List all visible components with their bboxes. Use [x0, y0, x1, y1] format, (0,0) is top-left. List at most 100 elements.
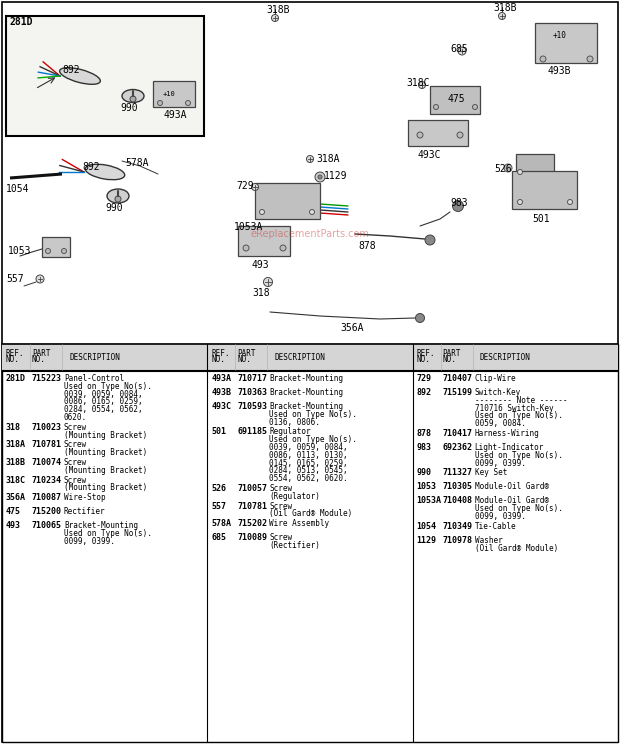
Text: Regulator: Regulator [269, 427, 311, 437]
Text: 878: 878 [358, 241, 376, 251]
Circle shape [280, 245, 286, 251]
Text: Bracket-Mounting: Bracket-Mounting [269, 374, 343, 383]
Text: 493: 493 [6, 522, 21, 530]
Circle shape [518, 170, 523, 175]
Text: 715223: 715223 [32, 374, 62, 383]
Text: 1129: 1129 [324, 171, 347, 181]
Text: 0059, 0084.: 0059, 0084. [475, 419, 526, 429]
Text: Used on Type No(s).: Used on Type No(s). [475, 451, 562, 460]
Text: Panel-Control: Panel-Control [64, 374, 124, 383]
Text: 318C: 318C [6, 475, 26, 484]
Text: 0284, 0513, 0545,: 0284, 0513, 0545, [269, 466, 348, 475]
Text: 501: 501 [211, 427, 226, 437]
Text: 493A: 493A [163, 110, 187, 120]
Circle shape [418, 82, 425, 89]
Text: 710234: 710234 [32, 475, 62, 484]
Text: 318B: 318B [6, 458, 26, 467]
Circle shape [252, 184, 259, 190]
Circle shape [587, 56, 593, 62]
Text: 1053A: 1053A [234, 222, 264, 232]
Circle shape [433, 104, 438, 109]
Text: 356A: 356A [6, 493, 26, 502]
Text: 1053: 1053 [8, 246, 32, 256]
Text: NO.: NO. [237, 356, 251, 365]
Circle shape [425, 235, 435, 245]
Text: 493A: 493A [211, 374, 231, 383]
Text: 710781: 710781 [32, 440, 62, 449]
Text: 1054: 1054 [6, 184, 30, 194]
Text: 983: 983 [450, 198, 467, 208]
Circle shape [130, 96, 136, 102]
Text: (Oil Gard® Module): (Oil Gard® Module) [269, 510, 353, 519]
Text: Used on Type No(s).: Used on Type No(s). [64, 382, 152, 391]
Circle shape [453, 200, 464, 211]
Text: 475: 475 [6, 507, 21, 516]
Text: 578A: 578A [125, 158, 149, 168]
Bar [430, 86, 480, 114]
Text: 983: 983 [417, 443, 432, 452]
Bar [207, 344, 413, 370]
Circle shape [318, 175, 322, 179]
Text: 710593: 710593 [237, 402, 267, 411]
Text: 318A: 318A [6, 440, 26, 449]
Text: 710978: 710978 [443, 536, 472, 545]
Text: 493C: 493C [211, 402, 231, 411]
Text: REF.: REF. [417, 348, 435, 358]
Text: 0099, 0399.: 0099, 0399. [64, 537, 115, 546]
Circle shape [260, 210, 265, 214]
Text: NO.: NO. [443, 356, 456, 365]
Text: 692362: 692362 [443, 443, 472, 452]
Text: REF.: REF. [6, 348, 25, 358]
Text: 0099, 0399.: 0099, 0399. [475, 458, 526, 467]
Text: Switch-Key: Switch-Key [475, 388, 521, 397]
Text: 710716 Switch-Key: 710716 Switch-Key [475, 403, 553, 413]
Text: 710057: 710057 [237, 484, 267, 493]
Text: Rectifier: Rectifier [64, 507, 105, 516]
Circle shape [272, 14, 278, 22]
Text: eReplacementParts.com: eReplacementParts.com [250, 229, 370, 239]
Bar [6, 16, 204, 136]
Text: Module-Oil Gard®: Module-Oil Gard® [475, 496, 549, 505]
Circle shape [306, 155, 314, 162]
Text: DESCRIPTION: DESCRIPTION [480, 353, 531, 362]
Circle shape [61, 248, 66, 254]
Text: 0099, 0399.: 0099, 0399. [475, 512, 526, 521]
Text: NO.: NO. [417, 356, 430, 365]
Text: Used on Type No(s).: Used on Type No(s). [269, 410, 357, 419]
Text: Screw: Screw [269, 501, 293, 510]
Text: Used on Type No(s).: Used on Type No(s). [64, 529, 152, 538]
Text: 710074: 710074 [32, 458, 62, 467]
Ellipse shape [60, 68, 100, 84]
Text: 710065: 710065 [32, 522, 62, 530]
Text: 0620.: 0620. [64, 413, 87, 422]
Text: Screw: Screw [64, 440, 87, 449]
Text: 475: 475 [448, 94, 466, 104]
Text: 526: 526 [211, 484, 226, 493]
Text: 729: 729 [417, 374, 432, 383]
Circle shape [243, 245, 249, 251]
Text: 526: 526 [494, 164, 512, 174]
Text: 1129: 1129 [417, 536, 436, 545]
Circle shape [458, 47, 466, 55]
Text: 691185: 691185 [237, 427, 267, 437]
Text: 710023: 710023 [32, 423, 62, 432]
Circle shape [498, 13, 505, 19]
Text: (Regulator): (Regulator) [269, 492, 320, 501]
Text: Screw: Screw [64, 475, 87, 484]
Text: 990: 990 [417, 469, 432, 478]
Text: Key Set: Key Set [475, 469, 507, 478]
Circle shape [185, 100, 190, 106]
Circle shape [264, 278, 273, 286]
Text: (Mounting Bracket): (Mounting Bracket) [64, 431, 148, 440]
Text: 0039, 0059, 0084,: 0039, 0059, 0084, [269, 443, 348, 452]
Text: 710305: 710305 [443, 482, 472, 491]
Text: 0086, 0165, 0259,: 0086, 0165, 0259, [64, 397, 143, 406]
Bar [512, 171, 577, 209]
Text: 281D: 281D [6, 374, 26, 383]
Bar [408, 120, 468, 146]
Circle shape [417, 132, 423, 138]
Text: Clip-Wire: Clip-Wire [475, 374, 516, 383]
Text: 318A: 318A [316, 154, 340, 164]
Text: 501: 501 [532, 214, 549, 224]
Text: 892: 892 [62, 65, 79, 75]
